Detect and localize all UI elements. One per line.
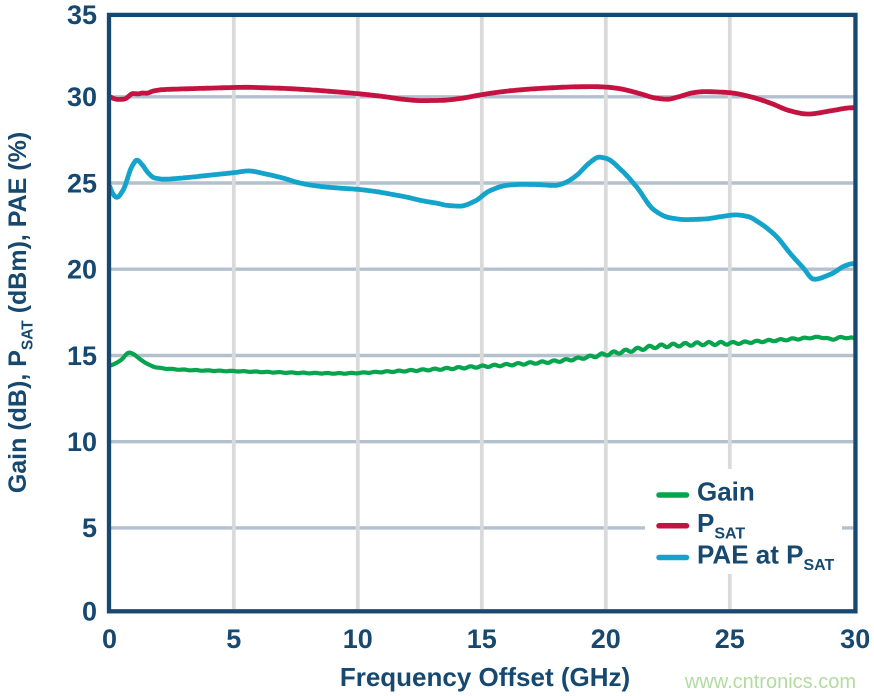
svg-text:5: 5 <box>226 624 241 654</box>
svg-text:Frequency Offset (GHz): Frequency Offset (GHz) <box>340 662 630 692</box>
svg-text:www.cntronics.com: www.cntronics.com <box>684 671 856 693</box>
svg-text:30: 30 <box>67 82 97 112</box>
svg-text:20: 20 <box>67 255 97 285</box>
svg-text:10: 10 <box>67 427 97 457</box>
svg-text:10: 10 <box>343 624 373 654</box>
svg-text:Gain (dB), PSAT (dBm), PAE (%): Gain (dB), PSAT (dBm), PAE (%) <box>4 132 36 493</box>
svg-text:15: 15 <box>67 341 97 371</box>
svg-text:25: 25 <box>715 624 745 654</box>
svg-text:20: 20 <box>591 624 621 654</box>
svg-text:0: 0 <box>102 624 117 654</box>
svg-text:0: 0 <box>82 597 97 627</box>
svg-text:Gain: Gain <box>697 477 755 507</box>
svg-text:5: 5 <box>82 513 97 543</box>
svg-text:25: 25 <box>67 168 97 198</box>
svg-text:30: 30 <box>840 624 870 654</box>
svg-text:35: 35 <box>67 0 97 30</box>
svg-text:15: 15 <box>467 624 497 654</box>
